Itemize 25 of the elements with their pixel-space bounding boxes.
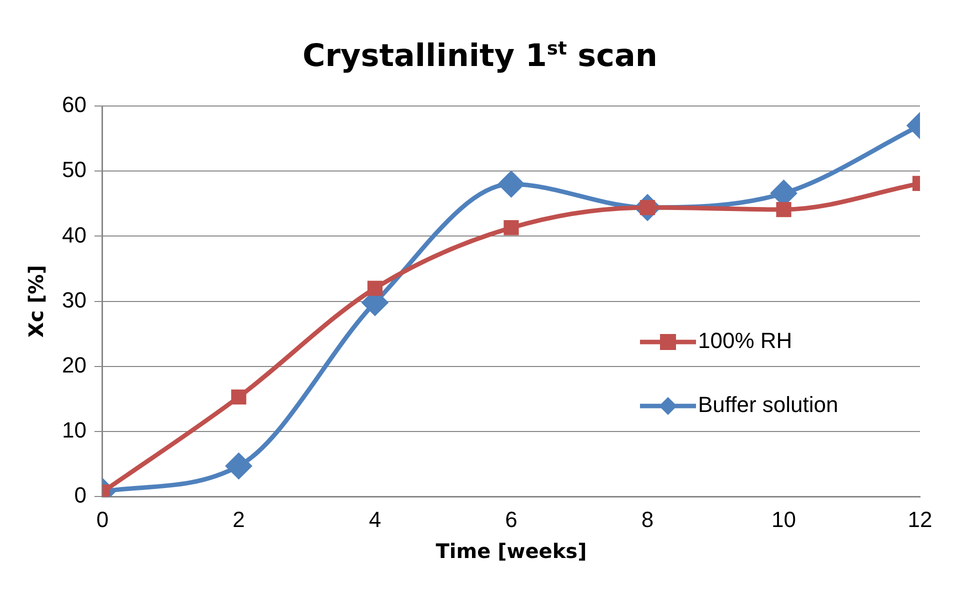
x-tick-label: 0 xyxy=(96,506,109,532)
y-tick-label: 40 xyxy=(62,222,86,248)
chart-title: Crystallinity 1$^{st}$ scan xyxy=(302,38,658,74)
y-tick-label: 0 xyxy=(74,482,86,508)
y-tick-label: 30 xyxy=(62,287,86,312)
x-axis-title: Time [weeks] xyxy=(436,539,587,564)
legend-label: Buffer solution xyxy=(698,392,838,418)
x-tick-label: 10 xyxy=(772,506,796,532)
point xyxy=(231,389,246,405)
y-tick-label: 20 xyxy=(62,352,86,378)
y-tick-label: 50 xyxy=(62,157,86,182)
point xyxy=(367,280,383,296)
point xyxy=(776,202,792,218)
x-tick-label: 2 xyxy=(232,506,245,532)
x-tick-label: 6 xyxy=(505,506,518,532)
point xyxy=(504,220,519,236)
x-tick-label: 4 xyxy=(368,506,382,532)
x-tick-label: 8 xyxy=(641,506,654,532)
point xyxy=(226,453,252,479)
legend-label: 100% RH xyxy=(698,328,792,354)
y-tick-label: 60 xyxy=(62,92,86,118)
y-axis-title: Xc [%] xyxy=(24,265,48,338)
x-tick-label: 12 xyxy=(908,506,932,532)
y-tick-label: 10 xyxy=(62,418,86,443)
point xyxy=(498,171,524,197)
